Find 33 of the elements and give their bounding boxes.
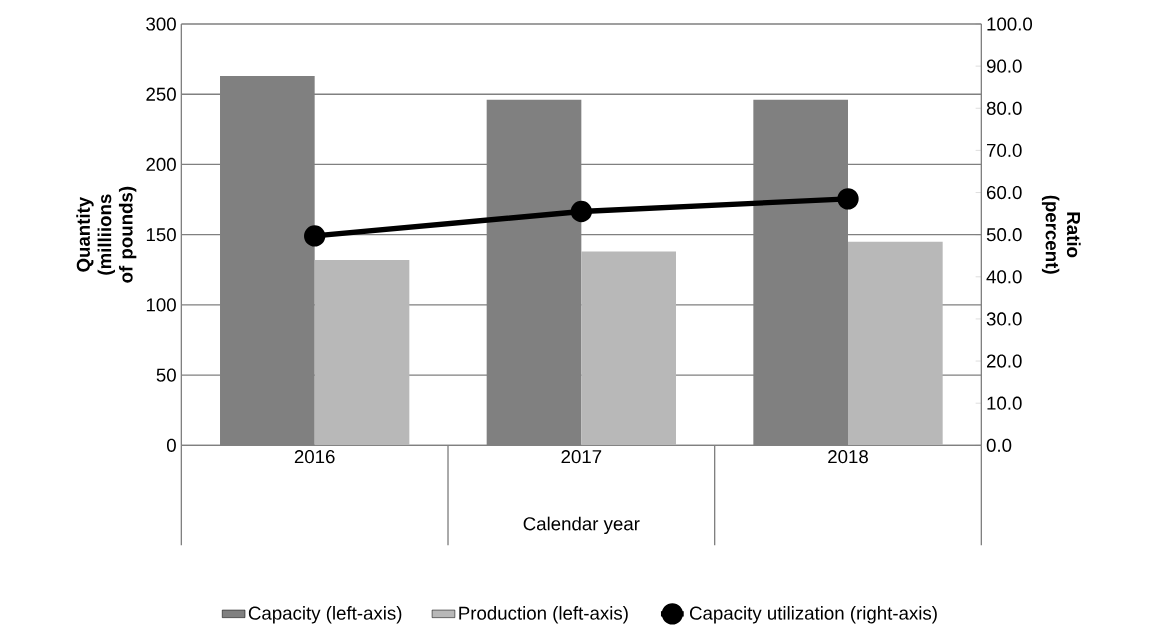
y-tick-label: 0 xyxy=(166,438,176,453)
x-tick-label: 2018 xyxy=(828,450,868,464)
bar xyxy=(581,251,677,446)
y2-tick-label: 100.0 xyxy=(987,17,1033,31)
bar xyxy=(314,260,410,446)
y2-tick-label: 80.0 xyxy=(986,101,1022,116)
y2-tick-label: 30.0 xyxy=(986,312,1022,326)
y-tick-label: 200 xyxy=(146,157,176,172)
x-tick-label: 2017 xyxy=(561,450,602,464)
point xyxy=(837,188,859,210)
y2-tick-label: 90.0 xyxy=(986,59,1022,73)
y-tick-label: 100 xyxy=(146,298,176,312)
y-axis-title: Quantity (milliions of pounds) xyxy=(76,187,137,283)
y-tick-label: 250 xyxy=(146,87,176,101)
y2-tick-label: 10.0 xyxy=(987,396,1022,410)
legend-label: Capacity utilization (right-axis) xyxy=(690,606,937,624)
y-tick-label: 150 xyxy=(146,228,176,242)
y2-tick-label: 60.0 xyxy=(986,186,1022,200)
y2-axis-title: Ratio (percent) xyxy=(1041,195,1081,274)
y2-tick-label: 40.0 xyxy=(986,270,1022,284)
legend-label: Production (left-axis) xyxy=(459,606,628,624)
point xyxy=(304,225,326,247)
legend-label: Capacity (left-axis) xyxy=(248,606,402,624)
y2-tick-label: 50.0 xyxy=(986,228,1022,242)
y-tick-label: 300 xyxy=(146,17,176,31)
y-tick-label: 50 xyxy=(156,368,176,382)
x-axis-title: Calendar year xyxy=(523,516,640,535)
x-tick-label: 2016 xyxy=(294,450,335,464)
point xyxy=(570,200,593,223)
y2-tick-label: 0.0 xyxy=(986,438,1012,453)
y2-tick-label: 70.0 xyxy=(987,143,1022,158)
y2-tick-label: 20.0 xyxy=(986,354,1022,368)
bar xyxy=(848,241,943,446)
